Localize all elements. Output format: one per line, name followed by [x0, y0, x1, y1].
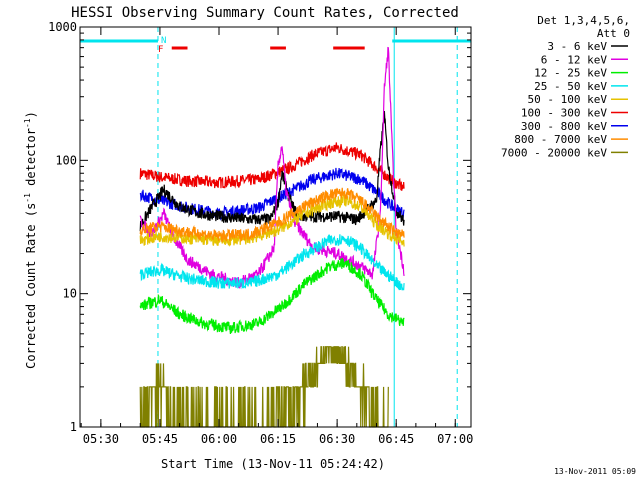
x-tick-label-0: 05:30 [83, 432, 119, 446]
plot-frame [79, 26, 472, 428]
legend-label-3: 25 - 50 keV [534, 80, 607, 93]
series-line-4 [139, 257, 405, 335]
x-tick-label-3: 06:15 [260, 432, 296, 446]
axes: 05:30 05:45 06:00 06:15 06:30 06:45 07:00 1 10 10… [48, 20, 473, 446]
legend-label-8: 7000 - 20000 keV [501, 146, 607, 159]
x-tick-label-5: 06:45 [378, 432, 414, 446]
x-axis-label: Start Time (13-Nov-11 05:24:42) [161, 457, 385, 471]
legend-label-7: 800 - 7000 keV [514, 133, 607, 146]
legend-label-0: 3 - 6 keV [547, 40, 607, 53]
x-tick-label-6: 07:00 [437, 432, 473, 446]
plot-timestamp: 13-Nov-2011 05:09 [554, 467, 636, 476]
flag-bars: NF [80, 36, 471, 55]
legend-label-5: 100 - 300 keV [521, 107, 607, 120]
y-tick-label-2: 100 [55, 153, 77, 167]
x-tick-label-2: 06:00 [201, 432, 237, 446]
flare-flag-label: F [158, 45, 163, 55]
legend-label-2: 12 - 25 keV [534, 67, 607, 80]
legend-header-0: Det 1,3,4,5,6, [537, 14, 630, 27]
series-line-5 [139, 234, 405, 291]
y-tick-label-0: 1 [70, 420, 77, 434]
series-line-2 [139, 110, 405, 232]
chart-title: HESSI Observing Summary Count Rates, Cor… [71, 5, 459, 21]
y-tick-label-1: 10 [63, 287, 77, 301]
legend-label-4: 50 - 100 keV [528, 93, 608, 106]
legend-label-1: 6 - 12 keV [541, 53, 608, 66]
night-flag-label: N [161, 36, 166, 46]
x-tick-label-4: 06:30 [319, 432, 355, 446]
legend-header-1: Att 0 [597, 27, 630, 40]
legend-label-6: 300 - 800 keV [521, 120, 607, 133]
x-tick-label-1: 05:45 [142, 432, 178, 446]
series-line-7 [139, 187, 405, 243]
series-line-0 [139, 142, 405, 191]
y-axis-label: Corrected Count Rate (s-1 detector-1) [23, 111, 38, 369]
y-tick-label-3: 1000 [48, 20, 77, 34]
